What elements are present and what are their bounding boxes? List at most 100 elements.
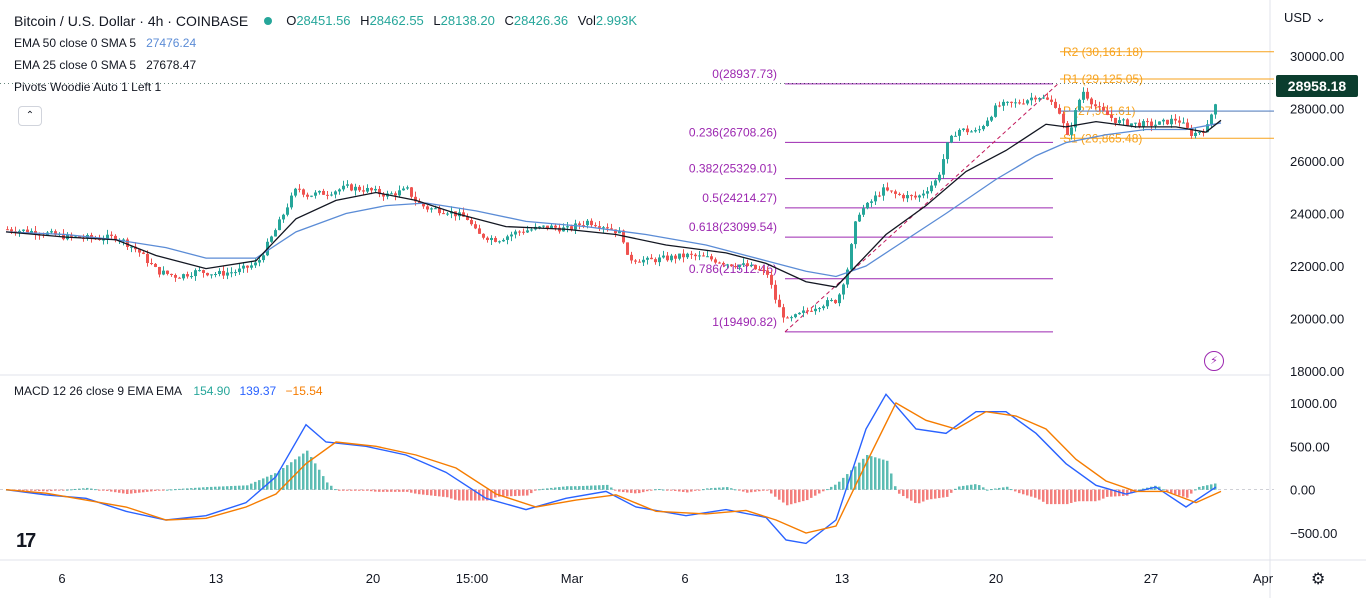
macd-histogram-bar [262, 478, 265, 490]
macd-histogram-bar [898, 489, 901, 494]
candle-body [22, 229, 25, 231]
candle-body [566, 226, 569, 228]
macd-histogram-bar [670, 489, 673, 491]
time-tick-label: 27 [1144, 571, 1158, 586]
macd-histogram-bar [770, 489, 773, 494]
candle-body [926, 191, 929, 194]
macd-histogram-bar [198, 487, 201, 490]
candle-body [1050, 99, 1053, 102]
macd-histogram-bar [302, 453, 305, 490]
macd-histogram-bar [698, 489, 701, 491]
candle-body [110, 234, 113, 236]
gear-icon[interactable]: ⚙ [1311, 571, 1326, 588]
candle-body [570, 226, 573, 230]
candle-body [1098, 106, 1101, 108]
tradingview-logo[interactable]: 17 [16, 530, 36, 552]
macd-histogram-bar [538, 489, 541, 491]
macd-histogram-bar [958, 486, 961, 490]
candle-body [666, 255, 669, 261]
candle-body [630, 254, 633, 261]
macd-histogram-bar [70, 489, 73, 491]
candle-body [710, 256, 713, 260]
macd-histogram-bar [22, 489, 25, 491]
candle-body [1202, 131, 1205, 133]
candle-body [918, 195, 921, 198]
macd-histogram-bar [1210, 484, 1213, 490]
candle-body [546, 225, 549, 229]
fib-label: 0.236(26708.26) [689, 125, 777, 139]
candle-body [390, 193, 393, 195]
indicator-pivots[interactable]: Pivots Woodie Auto 1 Left 1 [14, 80, 162, 94]
indicator-ema50[interactable]: EMA 50 close 0 SMA 5 27476.24 [14, 36, 197, 50]
macd-histogram-bar [166, 489, 169, 491]
candle-body [470, 219, 473, 225]
candle-body [1186, 122, 1189, 128]
macd-histogram-bar [282, 468, 285, 490]
currency-selector[interactable]: USD ⌄ [1284, 10, 1326, 25]
candle-body [862, 208, 865, 215]
macd-histogram-bar [142, 489, 145, 493]
macd-histogram-bar [918, 489, 921, 504]
candle-body [742, 263, 745, 265]
macd-histogram-bar [470, 489, 473, 501]
indicator-ema25[interactable]: EMA 25 close 0 SMA 5 27678.47 [14, 58, 197, 72]
symbol-title[interactable]: Bitcoin / U.S. Dollar · 4h · COINBASE [14, 13, 249, 29]
macd-histogram-bar [354, 489, 357, 491]
candle-body [398, 190, 401, 196]
macd-histogram-bar [522, 489, 525, 496]
macd-histogram-bar [210, 486, 213, 490]
macd-histogram-bar [366, 489, 369, 491]
macd-histogram-bar [730, 488, 733, 490]
macd-histogram-bar [342, 489, 345, 491]
candle-body [330, 194, 333, 196]
macd-histogram-bar [970, 484, 973, 490]
macd-legend[interactable]: MACD 12 26 close 9 EMA EMA 154.90 139.37… [14, 384, 323, 398]
macd-histogram-bar [442, 489, 445, 497]
macd-histogram-bar [638, 489, 641, 494]
time-tick-label: 15:00 [456, 571, 489, 586]
macd-histogram-bar [1086, 489, 1089, 502]
macd-histogram-bar [1126, 489, 1129, 496]
macd-histogram-bar [1142, 488, 1145, 490]
macd-histogram-bar [514, 489, 517, 497]
candle-body [1178, 120, 1181, 123]
macd-histogram-bar [1130, 489, 1133, 494]
macd-tick-label: 0.00 [1290, 483, 1315, 498]
candle-body [662, 255, 665, 258]
candle-body [606, 227, 609, 229]
candle-body [1030, 97, 1033, 101]
macd-histogram-bar [626, 489, 629, 493]
candle-body [1042, 97, 1045, 99]
candle-body [366, 187, 369, 192]
candle-body [1046, 97, 1049, 100]
flash-icon[interactable]: ⚡ [1204, 351, 1224, 371]
macd-histogram-bar [238, 485, 241, 490]
candle-body [322, 190, 325, 195]
candle-body [10, 229, 13, 232]
macd-histogram-bar [1082, 489, 1085, 502]
macd-histogram-bar [402, 489, 405, 492]
candle-body [670, 255, 673, 261]
macd-histogram-bar [1186, 489, 1189, 498]
candle-body [966, 128, 969, 133]
collapse-legend-button[interactable]: ⌃ [18, 106, 42, 126]
macd-histogram-bar [722, 487, 725, 490]
macd-histogram-bar [878, 458, 881, 490]
macd-histogram-bar [662, 489, 665, 491]
macd-histogram-bar [922, 489, 925, 502]
macd-histogram-bar [378, 489, 381, 492]
candle-body [374, 188, 377, 191]
candle-body [382, 194, 385, 197]
macd-histogram-bar [446, 489, 449, 498]
macd-histogram-bar [870, 456, 873, 490]
candle-body [814, 308, 817, 312]
candle-body [774, 284, 777, 300]
candle-body [1206, 124, 1209, 133]
candle-body [1018, 102, 1021, 104]
candle-body [758, 269, 761, 271]
macd-histogram-bar [1046, 489, 1049, 505]
macd-histogram-bar [1206, 485, 1209, 490]
macd-histogram-bar [1090, 489, 1093, 502]
macd-histogram-bar [890, 473, 893, 490]
